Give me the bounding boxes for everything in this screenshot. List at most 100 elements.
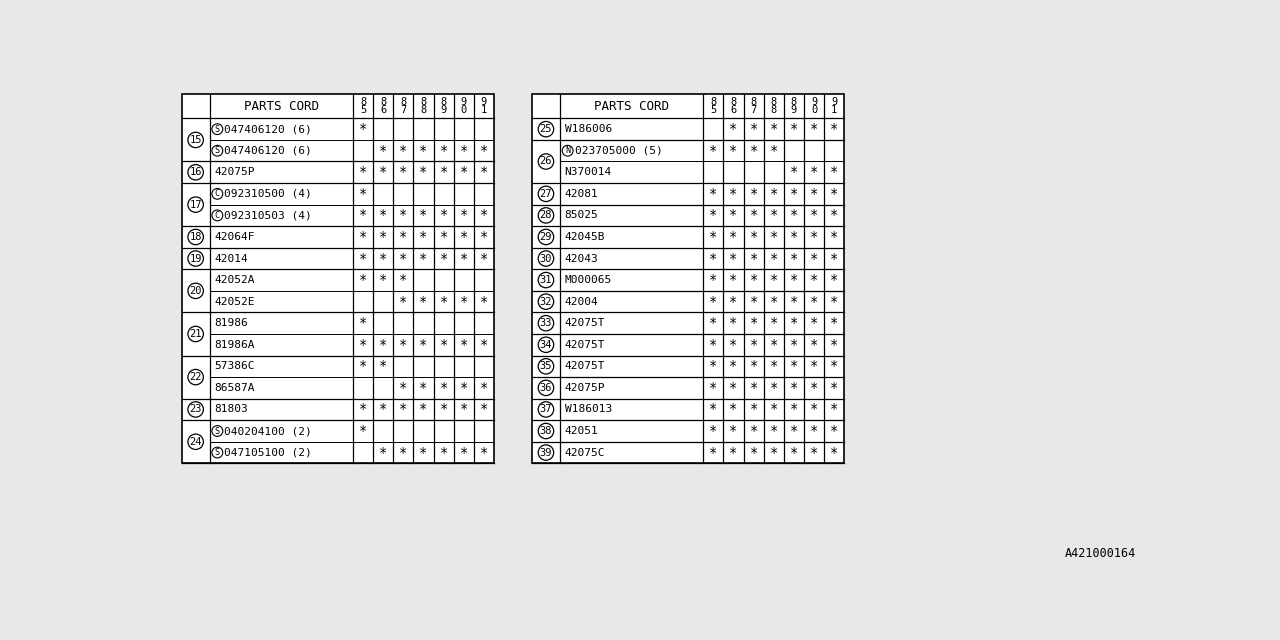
Text: 16: 16 (189, 167, 202, 177)
Text: 42075P: 42075P (214, 167, 255, 177)
Text: *: * (358, 230, 367, 244)
Text: *: * (399, 273, 407, 287)
Text: 42081: 42081 (564, 189, 598, 199)
Text: 29: 29 (540, 232, 552, 242)
Text: *: * (709, 381, 718, 395)
Text: 1: 1 (481, 106, 488, 115)
Text: 8: 8 (360, 97, 366, 107)
Text: *: * (379, 403, 388, 417)
Text: 0: 0 (461, 106, 467, 115)
Text: *: * (439, 403, 448, 417)
Text: *: * (358, 209, 367, 222)
Text: *: * (399, 165, 407, 179)
Text: W186006: W186006 (564, 124, 612, 134)
Text: *: * (420, 445, 428, 460)
Text: *: * (358, 122, 367, 136)
Text: S: S (215, 448, 220, 457)
Text: *: * (769, 122, 778, 136)
Text: 38: 38 (540, 426, 552, 436)
Text: 20: 20 (189, 286, 202, 296)
Text: *: * (439, 144, 448, 157)
Text: *: * (480, 165, 488, 179)
Text: 42075C: 42075C (564, 447, 605, 458)
Text: *: * (480, 381, 488, 395)
Text: M000065: M000065 (564, 275, 612, 285)
Text: 22: 22 (189, 372, 202, 382)
Text: *: * (439, 381, 448, 395)
Text: *: * (829, 445, 838, 460)
Text: 18: 18 (189, 232, 202, 242)
Text: *: * (829, 403, 838, 417)
Text: 81986A: 81986A (214, 340, 255, 349)
Text: *: * (379, 273, 388, 287)
Text: *: * (480, 294, 488, 308)
Text: *: * (439, 165, 448, 179)
Text: 8: 8 (420, 97, 426, 107)
Text: *: * (358, 187, 367, 201)
Text: *: * (358, 403, 367, 417)
Text: 8: 8 (380, 97, 387, 107)
Text: *: * (810, 294, 818, 308)
Bar (182, 93, 494, 463)
Text: 7: 7 (750, 106, 756, 115)
Text: 33: 33 (540, 318, 552, 328)
Text: 6: 6 (380, 106, 387, 115)
Text: 092310500 (4): 092310500 (4) (224, 189, 312, 199)
Text: *: * (399, 144, 407, 157)
Text: *: * (829, 316, 838, 330)
Text: 35: 35 (540, 362, 552, 371)
Text: 42052E: 42052E (214, 296, 255, 307)
Text: *: * (480, 230, 488, 244)
Text: *: * (420, 338, 428, 352)
Text: *: * (480, 144, 488, 157)
Text: 32: 32 (540, 296, 552, 307)
Text: *: * (358, 316, 367, 330)
Text: A421000164: A421000164 (1065, 547, 1137, 561)
Text: 8: 8 (401, 97, 407, 107)
Text: *: * (460, 252, 468, 266)
Text: C: C (215, 211, 220, 220)
Text: PARTS CORD: PARTS CORD (243, 100, 319, 113)
Text: 24: 24 (189, 436, 202, 447)
Text: 6: 6 (731, 106, 736, 115)
Text: *: * (399, 294, 407, 308)
Text: 9: 9 (461, 97, 467, 107)
Text: *: * (709, 403, 718, 417)
Text: 34: 34 (540, 340, 552, 349)
Bar (182, 93, 494, 118)
Text: *: * (810, 445, 818, 460)
Text: *: * (730, 122, 737, 136)
Text: *: * (358, 338, 367, 352)
Text: 047105100 (2): 047105100 (2) (224, 447, 312, 458)
Text: *: * (790, 273, 799, 287)
Text: *: * (769, 445, 778, 460)
Text: *: * (480, 338, 488, 352)
Text: *: * (358, 273, 367, 287)
Text: *: * (790, 316, 799, 330)
Text: *: * (709, 445, 718, 460)
Text: *: * (750, 359, 758, 373)
Text: 42075T: 42075T (564, 318, 605, 328)
Text: *: * (790, 209, 799, 222)
Text: *: * (810, 187, 818, 201)
Text: 36: 36 (540, 383, 552, 393)
Text: *: * (750, 144, 758, 157)
Text: *: * (829, 359, 838, 373)
Text: *: * (730, 316, 737, 330)
Text: *: * (460, 381, 468, 395)
Text: *: * (810, 381, 818, 395)
Text: *: * (829, 273, 838, 287)
Text: 42052A: 42052A (214, 275, 255, 285)
Text: *: * (399, 338, 407, 352)
Text: N: N (566, 146, 570, 156)
Text: 86587A: 86587A (214, 383, 255, 393)
Text: *: * (379, 338, 388, 352)
Text: 8: 8 (731, 97, 736, 107)
Text: *: * (769, 359, 778, 373)
Text: 42075P: 42075P (564, 383, 605, 393)
Text: *: * (730, 424, 737, 438)
Text: *: * (769, 294, 778, 308)
Text: *: * (730, 187, 737, 201)
Text: 26: 26 (540, 157, 552, 166)
Text: 42051: 42051 (564, 426, 598, 436)
